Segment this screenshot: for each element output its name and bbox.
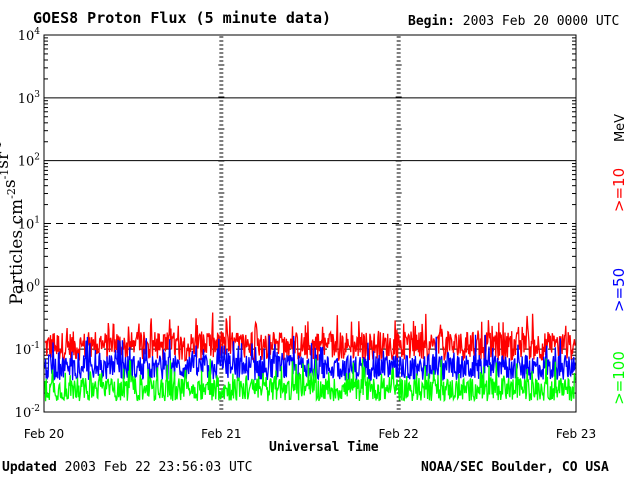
y-tick-label: 10-1 xyxy=(15,341,40,358)
page-title: GOES8 Proton Flux (5 minute data) xyxy=(33,9,332,27)
series-line-ge50 xyxy=(44,334,576,382)
updated-value: 2003 Feb 22 23:56:03 UTC xyxy=(64,460,253,475)
legend-ge50: >=50 xyxy=(610,268,628,312)
x-tick-label: Feb 21 xyxy=(201,427,241,441)
y-tick-label: 100 xyxy=(18,278,41,295)
series-layer xyxy=(44,312,576,403)
series-line-ge10 xyxy=(44,312,576,362)
credit-line: NOAA/SEC Boulder, CO USA xyxy=(421,460,609,475)
updated-timestamp: Updated 2003 Feb 22 23:56:03 UTC xyxy=(2,460,252,475)
x-tick-label: Feb 23 xyxy=(556,427,596,441)
x-tick-label: Feb 20 xyxy=(24,427,64,441)
x-axis-tick-labels: Feb 20 Feb 21 Feb 22 Feb 23 xyxy=(24,427,596,441)
begin-date: Begin: 2003 Feb 20 0000 UTC xyxy=(408,14,619,29)
begin-value: 2003 Feb 20 0000 UTC xyxy=(462,14,620,29)
grid-lines xyxy=(44,97,576,350)
x-tick-label: Feb 22 xyxy=(378,427,418,441)
y-tick-label: 101 xyxy=(18,216,40,233)
updated-label: Updated xyxy=(2,460,57,475)
legend-units: MeV xyxy=(613,114,628,142)
plot-frame xyxy=(43,34,577,413)
y-tick-label: 102 xyxy=(18,153,40,170)
y-tick-label: 103 xyxy=(18,90,41,107)
y-tick-label: 104 xyxy=(18,27,41,44)
series-legend: >=10 >=50 >=100 MeV xyxy=(610,114,628,405)
series-line-ge100 xyxy=(44,358,576,403)
y-axis-label: Particles cm-2s-1sr-1 xyxy=(0,141,27,305)
legend-ge100: >=100 xyxy=(610,351,628,405)
begin-label: Begin: xyxy=(408,14,455,29)
y-tick-label: 10-2 xyxy=(15,404,40,421)
x-axis-label: Universal Time xyxy=(269,440,379,455)
legend-ge10: >=10 xyxy=(610,168,628,212)
y-axis-tick-labels: 10-2 10-1 100 101 102 103 104 xyxy=(15,27,41,421)
